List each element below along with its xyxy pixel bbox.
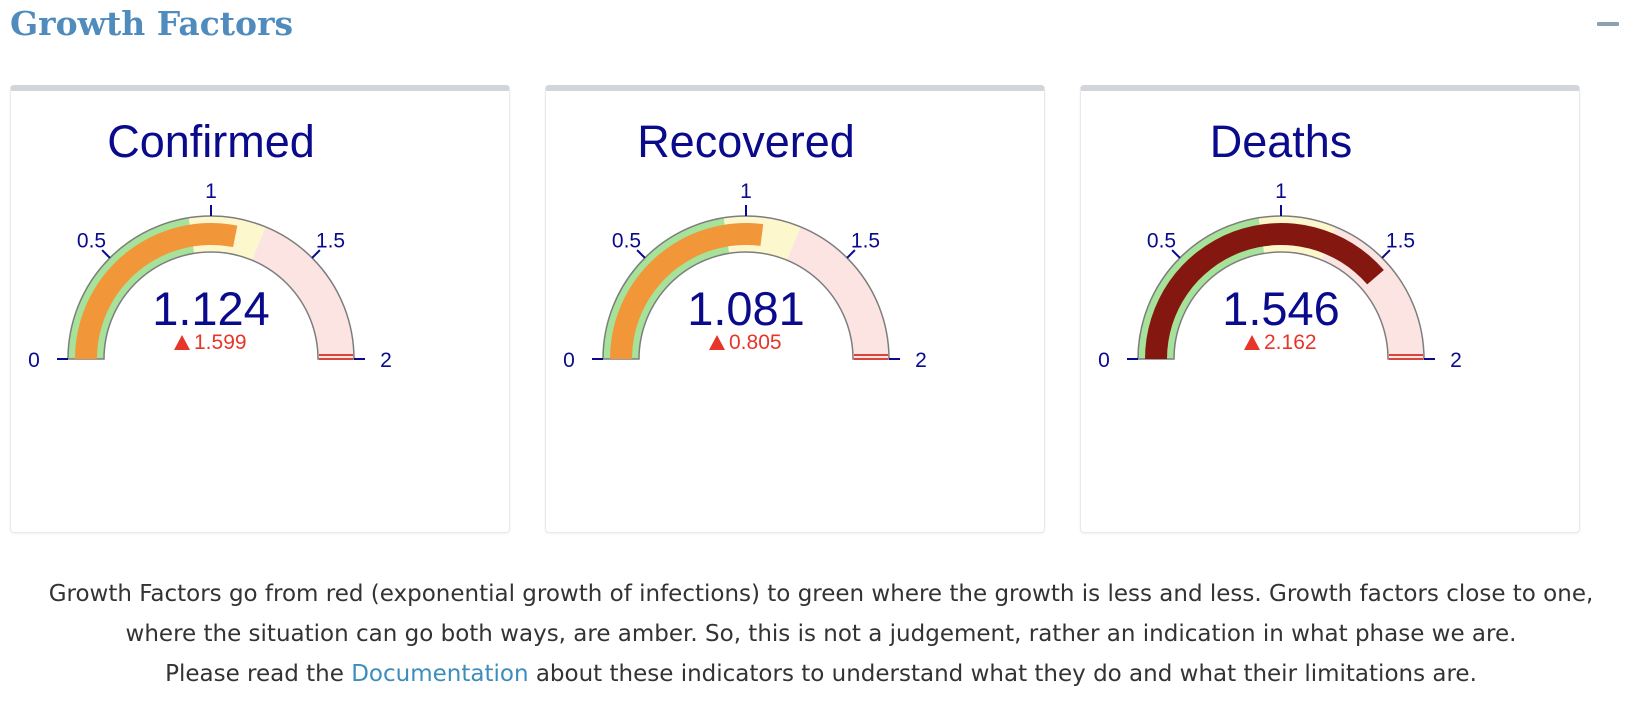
gauge-value-bar <box>610 222 764 359</box>
gauge-tick-label: 2 <box>1450 349 1462 372</box>
delta-up-icon <box>1244 335 1260 350</box>
gauge-title-recovered: Recovered <box>637 116 855 167</box>
gauge-title-deaths: Deaths <box>1210 116 1353 167</box>
description: Growth Factors go from red (exponential … <box>0 574 1642 694</box>
gauge-tick-label: 0.5 <box>612 229 641 252</box>
gauge-tick-label: 0 <box>563 349 575 372</box>
documentation-link[interactable]: Documentation <box>351 661 529 687</box>
gauge-tick-label: 2 <box>380 349 392 372</box>
gauge-tick-mark <box>311 249 321 259</box>
gauge-tick-label: 2 <box>915 349 927 372</box>
gauge-cards: Confirmed 0 0.5 1 1.5 2 1.124 1.599 Recovered 0 0… <box>10 85 1632 533</box>
gauge-tick-mark <box>1171 249 1181 259</box>
gauge-tick-label: 0.5 <box>77 229 106 252</box>
gauge-card-deaths: Deaths 0 0.5 1 1.5 2 1.546 2.162 <box>1080 85 1580 533</box>
gauge-band-2 <box>251 226 354 359</box>
gauge-value-label: 1.124 <box>152 282 270 335</box>
gauge-tick-mark <box>101 249 111 259</box>
gauge-band-2 <box>786 226 889 359</box>
gauge-delta-label: 1.599 <box>194 331 247 354</box>
gauge-tick-label: 1.5 <box>316 229 345 252</box>
gauge-outline <box>602 215 890 360</box>
gauge-delta-label: 0.805 <box>729 331 782 354</box>
gauge-value-bar <box>75 223 238 359</box>
gauge-tick-label: 1 <box>740 180 752 203</box>
gauge-tick-label: 1 <box>1275 180 1287 203</box>
gauge-tick-mark <box>636 249 646 259</box>
gauge-tick-mark <box>1381 249 1391 259</box>
description-line-1: Growth Factors go from red (exponential … <box>48 581 1594 607</box>
delta-up-icon <box>174 335 190 350</box>
gauge-tick-label: 1 <box>205 180 217 203</box>
section-title: Growth Factors <box>10 4 294 43</box>
gauge-outline <box>67 215 355 360</box>
gauge-card-recovered: Recovered 0 0.5 1 1.5 2 1.081 0.805 <box>545 85 1045 533</box>
gauge-value-label: 1.081 <box>687 282 805 335</box>
gauge-value-label: 1.546 <box>1222 282 1340 335</box>
description-line-3-end: about these indicators to understand wha… <box>528 661 1477 687</box>
gauge-title-confirmed: Confirmed <box>107 116 315 167</box>
description-line-2: where the situation can go both ways, ar… <box>125 621 1517 647</box>
gauge-tick-label: 0 <box>28 349 40 372</box>
delta-up-icon <box>709 335 725 350</box>
collapse-button[interactable] <box>1597 22 1619 26</box>
gauge-card-confirmed: Confirmed 0 0.5 1 1.5 2 1.124 1.599 <box>10 85 510 533</box>
gauge-tick-label: 0.5 <box>1147 229 1176 252</box>
gauge-tick-label: 1.5 <box>851 229 880 252</box>
gauge-value-bar <box>1145 222 1384 359</box>
gauge-tick-label: 1.5 <box>1386 229 1415 252</box>
gauge-outline <box>1137 215 1425 360</box>
gauge-tick-label: 0 <box>1098 349 1110 372</box>
gauge-delta-label: 2.162 <box>1264 331 1317 354</box>
description-line-3-start: Please read the <box>165 661 352 687</box>
gauge-tick-mark <box>846 249 856 259</box>
